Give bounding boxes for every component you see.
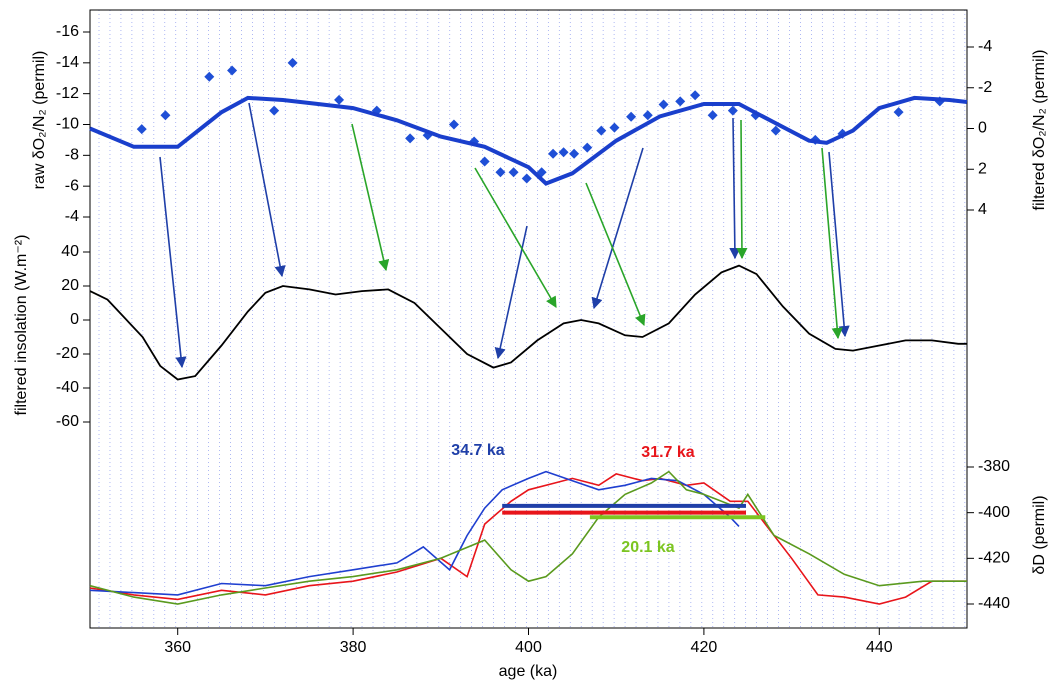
arrow (351, 123, 390, 272)
data-point (569, 148, 580, 159)
line (89, 470, 740, 596)
y-tick-label: -4 (65, 208, 79, 225)
y-tick-label: 2 (978, 160, 987, 177)
y-tick-label: -14 (56, 54, 79, 71)
y-tick-label: 4 (978, 201, 987, 218)
x-tick-label: 380 (340, 639, 367, 656)
offset-label: 31.7 ka (641, 444, 694, 461)
data-point (596, 125, 607, 136)
offset-label: 20.1 ka (621, 539, 674, 556)
data-point (479, 156, 490, 167)
data-point (521, 173, 532, 184)
x-tick-label: 400 (515, 639, 542, 656)
minor-grid (98, 10, 966, 628)
arrow (828, 151, 850, 338)
y-tick-label: -6 (65, 177, 79, 194)
data-point (582, 142, 593, 153)
y-tick-label: -440 (978, 595, 1010, 612)
data-point (548, 148, 559, 159)
y-axis-title: filtered δO₂/N₂ (permil) (1031, 50, 1048, 211)
y-tick-label: -10 (56, 116, 79, 133)
arrow (736, 119, 748, 260)
data-point (136, 124, 147, 135)
y-tick-label: 40 (61, 243, 79, 260)
arrow (494, 225, 528, 360)
y-tick-label: -60 (56, 413, 79, 430)
y-tick-label: -380 (978, 458, 1010, 475)
arrow (248, 102, 286, 278)
plot-frame (89, 9, 968, 629)
y-tick-label: 0 (70, 311, 79, 328)
data-point (287, 57, 298, 68)
y-tick-label: -400 (978, 504, 1010, 521)
data-point (160, 110, 171, 121)
data-point (269, 105, 280, 116)
x-axis-title: age (ka) (499, 663, 558, 680)
offset-label: 34.7 ka (451, 442, 504, 459)
data-point (658, 99, 669, 110)
arrow (591, 147, 644, 310)
data-point (609, 122, 620, 133)
data-point (558, 147, 569, 158)
y-tick-label: -420 (978, 550, 1010, 567)
data-point (707, 110, 718, 121)
arrow (729, 117, 741, 260)
x-tick-label: 360 (164, 639, 191, 656)
data-point (770, 125, 781, 136)
y-tick-label: -12 (56, 85, 79, 102)
data-point (727, 105, 738, 116)
arrows (159, 102, 850, 369)
data-point (405, 133, 416, 144)
y-axis-title: filtered insolation (W.m⁻²) (13, 235, 30, 416)
y-tick-label: -4 (978, 38, 992, 55)
line (89, 95, 968, 186)
y-tick-label: -40 (56, 379, 79, 396)
y-tick-label: -16 (56, 23, 79, 40)
x-tick-label: 440 (866, 639, 893, 656)
y-axis-title: δD (permil) (1031, 495, 1048, 574)
data-point (334, 94, 345, 105)
arrow (585, 182, 646, 327)
y-tick-label: 0 (978, 120, 987, 137)
y-axis-title: raw δO₂/N₂ (permil) (31, 51, 48, 190)
y-tick-label: -20 (56, 345, 79, 362)
data-point (448, 119, 459, 130)
line (89, 473, 967, 605)
data-point (495, 167, 506, 178)
arrow (474, 167, 557, 308)
data-point (227, 65, 238, 76)
y-tick-label: 20 (61, 277, 79, 294)
line (89, 264, 967, 381)
data-point (690, 90, 701, 101)
data-point (204, 71, 215, 82)
data-point (508, 167, 519, 178)
data-point (675, 96, 686, 107)
y-tick-label: -2 (978, 79, 992, 96)
data-point (626, 111, 637, 122)
x-tick-label: 420 (691, 639, 718, 656)
y-tick-label: -8 (65, 147, 79, 164)
data-point (642, 110, 653, 121)
arrow (821, 147, 843, 340)
line (89, 470, 967, 605)
arrow (159, 156, 187, 369)
data-point (893, 107, 904, 118)
